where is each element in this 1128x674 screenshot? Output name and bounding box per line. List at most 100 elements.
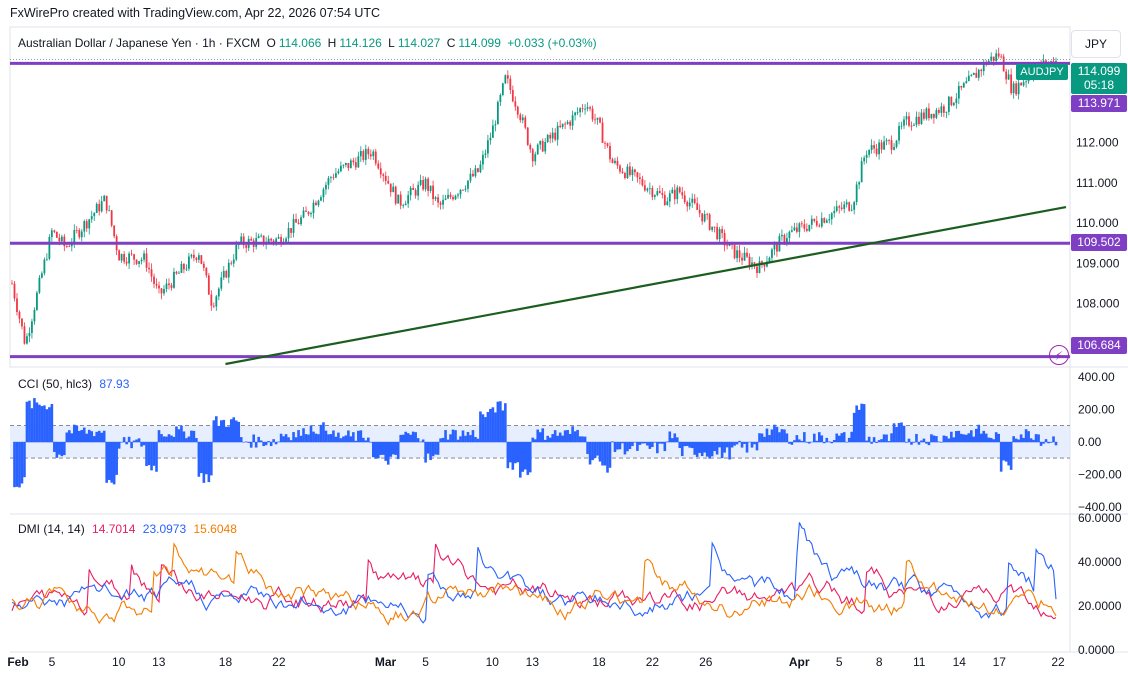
cci-bar <box>596 441 599 456</box>
cci-bar <box>247 441 251 443</box>
candle-body <box>352 160 355 163</box>
open-label: O <box>266 36 276 50</box>
cci-bar <box>663 441 667 452</box>
cci-bar <box>765 428 769 443</box>
cci-bar <box>790 441 794 445</box>
level-tag-low: 106.684 <box>1071 337 1127 354</box>
cci-bar <box>750 441 754 448</box>
candle-body <box>691 198 694 203</box>
candle-body <box>195 257 198 260</box>
candle-body <box>38 277 41 293</box>
cci-bar <box>695 441 699 457</box>
cci-bar <box>942 435 946 443</box>
price-axis: 113.000112.000111.000110.000109.000108.0… <box>1076 95 1120 350</box>
cci-bar <box>506 441 510 469</box>
time-tick-label: 5 <box>422 655 429 669</box>
candle-body <box>960 85 963 88</box>
candle-body <box>880 142 883 150</box>
time-tick-label: 22 <box>272 655 286 669</box>
cci-bar <box>950 431 953 443</box>
candle-body <box>369 154 372 157</box>
candle-body <box>397 194 400 204</box>
cci-bar <box>20 441 24 484</box>
cci-bar <box>927 441 931 446</box>
candle-body <box>13 283 16 299</box>
candle-body <box>818 225 821 227</box>
cci-bar <box>880 439 883 443</box>
candle-body <box>63 236 66 247</box>
cci-bar <box>274 441 278 445</box>
cci-bar <box>292 432 295 443</box>
cci-bar <box>825 437 829 443</box>
candle-body <box>297 222 300 225</box>
candle-body <box>619 165 621 172</box>
cci-bar <box>75 425 79 443</box>
cci-bar <box>523 441 527 470</box>
cci-bar <box>800 440 804 443</box>
cci-bar <box>381 441 385 455</box>
candle-body <box>703 214 706 222</box>
cci-bar <box>299 435 303 443</box>
candle-body <box>170 285 173 288</box>
cci-bar <box>142 441 146 446</box>
candle-body <box>344 162 347 165</box>
cci-bar <box>646 441 649 446</box>
dmi-value-3: 15.6048 <box>193 522 237 536</box>
candle-body <box>180 264 183 273</box>
candle-body <box>90 216 93 220</box>
candle-body <box>374 151 377 164</box>
cci-bar <box>713 441 716 452</box>
candle-body <box>910 125 913 127</box>
cci-bar <box>631 441 634 447</box>
candle-body <box>766 261 768 267</box>
cci-bar <box>1014 438 1018 443</box>
cci-bar <box>431 441 435 457</box>
cci-bar <box>90 431 94 443</box>
candle-body <box>656 191 659 196</box>
candle-body <box>105 195 108 211</box>
cci-bar <box>349 436 353 443</box>
time-tick-label: 14 <box>953 655 967 669</box>
candle-body <box>407 195 410 204</box>
cci-bar <box>202 441 206 483</box>
cci-bar <box>745 441 749 453</box>
candle-body <box>225 270 228 278</box>
cci-bar <box>205 441 208 475</box>
cci-bar <box>389 441 393 457</box>
candle-body <box>581 108 584 110</box>
cci-bar <box>15 441 19 487</box>
candle-body <box>491 125 494 138</box>
candle-body <box>354 162 357 168</box>
candle-body <box>382 174 385 176</box>
candle-body <box>178 272 180 274</box>
candle-body <box>335 173 337 178</box>
cci-bar <box>222 419 226 443</box>
candle-body <box>820 218 823 227</box>
cci-bar <box>486 411 490 443</box>
time-tick-label: 13 <box>526 655 540 669</box>
candle-body <box>942 106 945 113</box>
cci-bar <box>755 441 759 451</box>
currency-button[interactable]: JPY <box>1071 30 1121 58</box>
candle-body <box>155 283 158 286</box>
cci-bar <box>895 427 898 443</box>
cci-bar <box>541 428 545 443</box>
candle-body <box>275 238 278 243</box>
last-price-tag: 114.099 05:18 <box>1071 63 1127 94</box>
candle-body <box>320 197 322 201</box>
candle-body <box>347 162 350 169</box>
candle-body <box>763 264 766 267</box>
candle-body <box>835 206 838 211</box>
candle-body <box>850 209 853 211</box>
cci-bar <box>511 441 515 470</box>
cci-bar <box>556 435 559 443</box>
cci-bar <box>304 434 308 443</box>
lightning-alert-icon[interactable]: ⚡ <box>1049 345 1069 365</box>
candle-body <box>389 183 392 193</box>
candle-body <box>312 202 315 214</box>
close-label: C <box>446 36 456 50</box>
cci-bar <box>862 404 866 443</box>
candle-body <box>551 132 554 139</box>
candle-body <box>950 96 953 106</box>
